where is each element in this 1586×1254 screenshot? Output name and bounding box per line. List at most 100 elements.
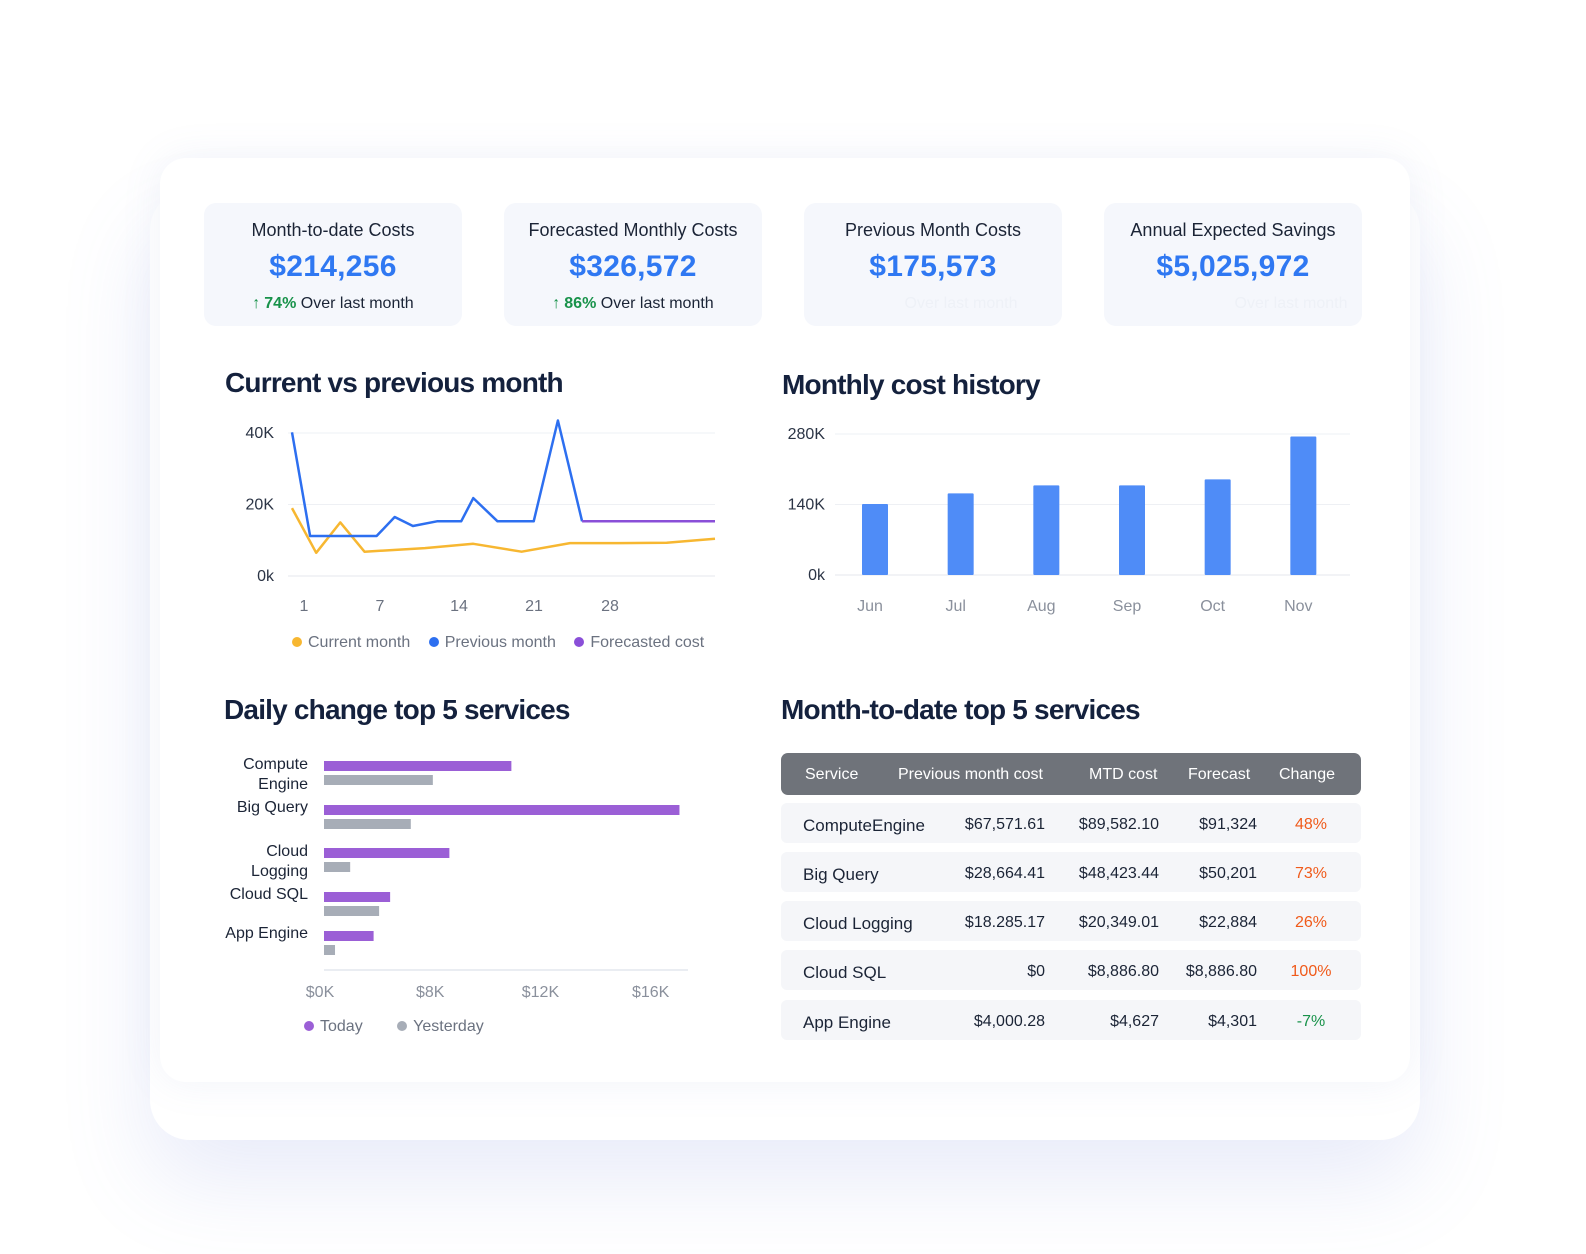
bar xyxy=(1033,485,1060,575)
x-tick-label: Jul xyxy=(945,598,965,615)
table-row[interactable]: Cloud Logging $18.285.17 $20,349.01 $22,884… xyxy=(781,901,1361,941)
cell-mtd-cost: $20,349.01 xyxy=(1078,914,1159,931)
x-tick-label: 7 xyxy=(376,598,385,615)
category-label: Cloud SQL xyxy=(230,886,308,903)
cell-change: 73% xyxy=(1294,865,1328,882)
kpi-change-text: Over last month xyxy=(1234,295,1348,312)
x-tick-label: Oct xyxy=(1200,598,1225,615)
bar-today xyxy=(324,805,680,815)
y-tick-label: 20K xyxy=(246,497,275,514)
cell-forecast: $22,884 xyxy=(1199,914,1257,931)
bar-yesterday xyxy=(324,906,380,916)
bar-today xyxy=(324,761,512,771)
y-tick-label: 140K xyxy=(788,497,826,514)
cell-service: ComputeEngine xyxy=(803,816,925,835)
x-tick-label: Sep xyxy=(1113,598,1142,615)
bar-chart-title: Monthly cost history xyxy=(782,369,1041,400)
kpi-change: ↑ 86% Over last month xyxy=(504,295,762,313)
arrow-up-icon: ↑ xyxy=(552,295,561,312)
bar xyxy=(1204,479,1231,575)
kpi-change-text: Over last month xyxy=(600,295,714,312)
legend-yesterday: Yesterday xyxy=(397,1018,484,1035)
column-header-previous-month-cost[interactable]: Previous month cost xyxy=(898,766,1043,783)
x-tick-label: 14 xyxy=(450,598,468,615)
bar xyxy=(1290,436,1317,575)
y-tick-label: 0k xyxy=(257,568,275,585)
y-tick-label: 280K xyxy=(788,426,826,443)
bar-yesterday xyxy=(324,862,351,872)
x-tick-label: $0K xyxy=(306,984,335,1001)
bar-today xyxy=(324,931,374,941)
cell-previous-month-cost: $67,571.61 xyxy=(964,816,1045,833)
column-header-change[interactable]: Change xyxy=(1279,766,1336,783)
y-tick-label: 40K xyxy=(246,425,275,442)
table-header: Service Previous month cost MTD cost For… xyxy=(781,753,1361,795)
bar-yesterday xyxy=(324,819,411,829)
cell-forecast: $91,324 xyxy=(1199,816,1257,833)
kpi-value: $326,572 xyxy=(569,250,697,283)
legend-forecasted-cost: Forecasted cost xyxy=(574,634,704,651)
kpi-card-previous-month-costs[interactable]: Previous Month Costs $175,573 Over last … xyxy=(804,203,1062,326)
cell-forecast: $50,201 xyxy=(1199,865,1257,882)
kpi-change: ↑ 74% Over last month xyxy=(204,295,462,313)
cell-mtd-cost: $89,582.10 xyxy=(1078,816,1159,833)
table-title: Month-to-date top 5 services xyxy=(781,694,1141,725)
x-tick-label: 28 xyxy=(601,598,619,615)
category-label: Cloud Logging xyxy=(251,843,308,880)
cell-change: -7% xyxy=(1296,1013,1326,1030)
table-row[interactable]: App Engine $4,000.28 $4,627 $4,301 -7% xyxy=(781,1000,1361,1040)
cell-previous-month-cost: $28,664.41 xyxy=(964,865,1045,882)
legend-previous-month: Previous month xyxy=(428,634,556,651)
cell-mtd-cost: $4,627 xyxy=(1110,1013,1159,1030)
bar-today xyxy=(324,892,391,902)
column-header-service[interactable]: Service xyxy=(805,766,859,783)
bar-yesterday xyxy=(324,775,433,785)
column-header-mtd-cost[interactable]: MTD cost xyxy=(1089,766,1158,783)
cell-previous-month-cost: $0 xyxy=(1027,963,1045,980)
kpi-card-forecasted-costs[interactable]: Forecasted Monthly Costs $326,572 ↑ 86% O… xyxy=(504,203,762,326)
x-tick-label: Aug xyxy=(1027,598,1055,615)
current-month-line xyxy=(290,507,716,555)
cell-forecast: $8,886.80 xyxy=(1185,963,1257,980)
kpi-change-percent: 74% xyxy=(264,295,297,312)
table-row[interactable]: ComputeEngine $67,571.61 $89,582.10 $91,324… xyxy=(781,803,1361,843)
legend-today: Today xyxy=(304,1018,363,1035)
cell-forecast: $4,301 xyxy=(1208,1013,1257,1030)
table-row[interactable]: Big Query $28,664.41 $48,423.44 $50,201 73% xyxy=(781,852,1361,892)
bar-today xyxy=(324,848,450,858)
x-tick-label: $8K xyxy=(416,984,445,1001)
cell-mtd-cost: $8,886.80 xyxy=(1087,963,1159,980)
kpi-change-text: Over last month xyxy=(904,295,1018,312)
x-tick-label: 21 xyxy=(525,598,543,615)
cell-change: 48% xyxy=(1294,816,1328,833)
kpi-card-mtd-costs[interactable]: Month-to-date Costs $214,256 ↑ 74% Over l… xyxy=(204,203,462,326)
kpi-title: Previous Month Costs xyxy=(844,220,1022,240)
cell-service: App Engine xyxy=(803,1013,891,1032)
hbar-chart-legend: Today Yesterday xyxy=(304,1018,498,1036)
kpi-value: $175,573 xyxy=(869,250,997,283)
kpi-change-text: Over last month xyxy=(300,295,414,312)
table-row[interactable]: Cloud SQL $0 $8,886.80 $8,886.80 100% xyxy=(781,950,1361,990)
x-tick-label: Nov xyxy=(1284,598,1312,615)
cell-change: 100% xyxy=(1290,963,1332,980)
bar-chart: 280K 140K 0k Jun Jul Aug Sep Oct Nov xyxy=(788,426,1350,615)
line-chart-title: Current vs previous month xyxy=(225,367,564,398)
cell-change: 26% xyxy=(1294,914,1328,931)
x-tick-label: $12K xyxy=(522,984,560,1001)
cell-service: Cloud Logging xyxy=(803,914,913,933)
cell-previous-month-cost: $18.285.17 xyxy=(964,914,1045,931)
bar xyxy=(862,503,888,575)
kpi-title: Month-to-date Costs xyxy=(251,220,415,240)
kpi-change-percent: 86% xyxy=(564,295,597,312)
line-chart-legend: Current month Previous month Forecasted … xyxy=(292,634,718,652)
legend-current-month: Current month xyxy=(292,634,410,651)
hbar-chart-title: Daily change top 5 services xyxy=(224,694,570,725)
previous-month-line xyxy=(290,419,584,538)
category-label: Big Query xyxy=(237,799,308,816)
cell-service: Cloud SQL xyxy=(803,963,887,982)
kpi-card-annual-savings[interactable]: Annual Expected Savings $5,025,972 Over … xyxy=(1104,203,1362,326)
x-tick-label: $16K xyxy=(632,984,670,1001)
x-tick-label: Jun xyxy=(857,598,883,615)
bar-yesterday xyxy=(324,945,336,955)
column-header-forecast[interactable]: Forecast xyxy=(1188,766,1251,783)
